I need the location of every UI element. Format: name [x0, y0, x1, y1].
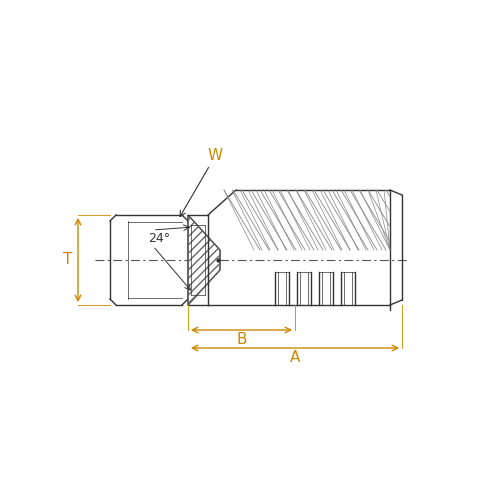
- Text: B: B: [236, 332, 247, 347]
- Polygon shape: [188, 215, 220, 305]
- Text: A: A: [290, 350, 300, 366]
- Text: T: T: [64, 252, 72, 268]
- Text: 24°: 24°: [148, 232, 170, 244]
- Text: W: W: [208, 148, 222, 162]
